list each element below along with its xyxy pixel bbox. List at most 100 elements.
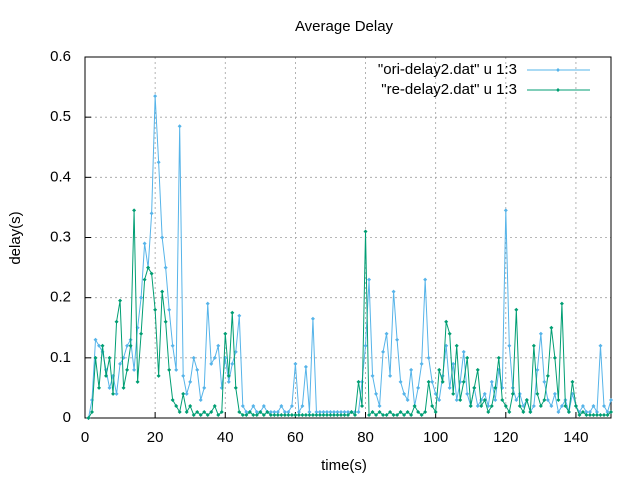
data-point (184, 391, 189, 396)
data-point (135, 379, 140, 384)
data-point (577, 412, 582, 417)
data-point (146, 265, 151, 270)
data-point (118, 298, 123, 303)
data-point (335, 409, 340, 414)
data-point (531, 343, 536, 348)
data-point (402, 412, 407, 417)
data-point (142, 277, 147, 282)
data-point (486, 409, 491, 414)
data-point (419, 412, 424, 417)
data-point (265, 409, 270, 414)
y-tick-label: 0.1 (50, 349, 71, 366)
data-point (86, 416, 91, 420)
data-point (338, 412, 343, 417)
data-point (132, 367, 137, 372)
data-point (93, 355, 98, 360)
data-point (461, 379, 466, 384)
data-point (111, 391, 116, 396)
data-point (230, 310, 235, 315)
data-point (510, 391, 515, 396)
x-axis-label: time(s) (321, 457, 367, 474)
data-point (409, 412, 414, 417)
data-point (128, 343, 133, 348)
data-point (542, 379, 547, 384)
data-point (247, 409, 252, 414)
data-point (514, 307, 519, 312)
data-point (584, 409, 589, 414)
data-point (324, 409, 329, 414)
data-point (279, 412, 284, 417)
data-point (356, 409, 361, 414)
data-point (293, 361, 298, 366)
data-point (594, 409, 599, 414)
data-point (381, 349, 386, 354)
data-point (244, 409, 249, 414)
data-point (321, 409, 326, 414)
data-point (405, 397, 410, 402)
data-point (363, 343, 368, 348)
data-point (549, 403, 554, 408)
data-point (177, 409, 182, 414)
chart-title: Average Delay (295, 18, 394, 35)
data-point (184, 409, 189, 414)
data-point (584, 412, 589, 417)
data-point (240, 403, 245, 408)
data-point (493, 397, 498, 402)
y-tick-label: 0.5 (50, 108, 71, 125)
data-point (598, 343, 603, 348)
data-point (114, 319, 119, 324)
data-point (398, 409, 403, 414)
data-point (531, 403, 536, 408)
data-point (317, 412, 322, 417)
data-point (426, 355, 431, 360)
data-point (272, 409, 277, 414)
data-point (139, 295, 144, 300)
x-tick-label: 120 (493, 429, 518, 446)
data-point (598, 412, 603, 417)
data-point (500, 397, 505, 402)
data-point (465, 391, 470, 396)
data-point (489, 379, 494, 384)
data-point (275, 412, 280, 417)
data-point (349, 409, 354, 414)
data-point (451, 361, 456, 366)
data-point (384, 331, 389, 336)
data-point (367, 412, 372, 417)
data-point (142, 241, 147, 246)
data-point (153, 94, 158, 99)
data-point (552, 391, 557, 396)
data-point (503, 208, 508, 213)
data-point (391, 412, 396, 417)
data-point (489, 403, 494, 408)
data-point (552, 355, 557, 360)
data-point (251, 412, 256, 417)
data-point (296, 409, 301, 414)
data-point (244, 412, 249, 417)
data-point (605, 412, 610, 417)
data-point (205, 301, 210, 306)
data-point (591, 403, 596, 408)
data-point (174, 403, 179, 408)
data-point (195, 367, 200, 372)
data-point (258, 409, 263, 414)
data-point (310, 316, 315, 321)
data-point (195, 409, 200, 414)
y-tick-label: 0.6 (50, 48, 71, 65)
data-point (479, 403, 484, 408)
data-point (216, 343, 221, 348)
data-point (97, 385, 102, 390)
data-point (181, 391, 186, 396)
data-point (310, 412, 315, 417)
data-point (423, 277, 428, 282)
data-point (331, 412, 336, 417)
data-point (377, 409, 382, 414)
data-point (363, 229, 368, 234)
data-point (601, 412, 606, 417)
data-point (160, 235, 165, 240)
data-point (90, 397, 95, 402)
data-point (251, 403, 256, 408)
data-point (538, 403, 543, 408)
legend-marker (556, 88, 560, 92)
data-point (538, 331, 543, 336)
